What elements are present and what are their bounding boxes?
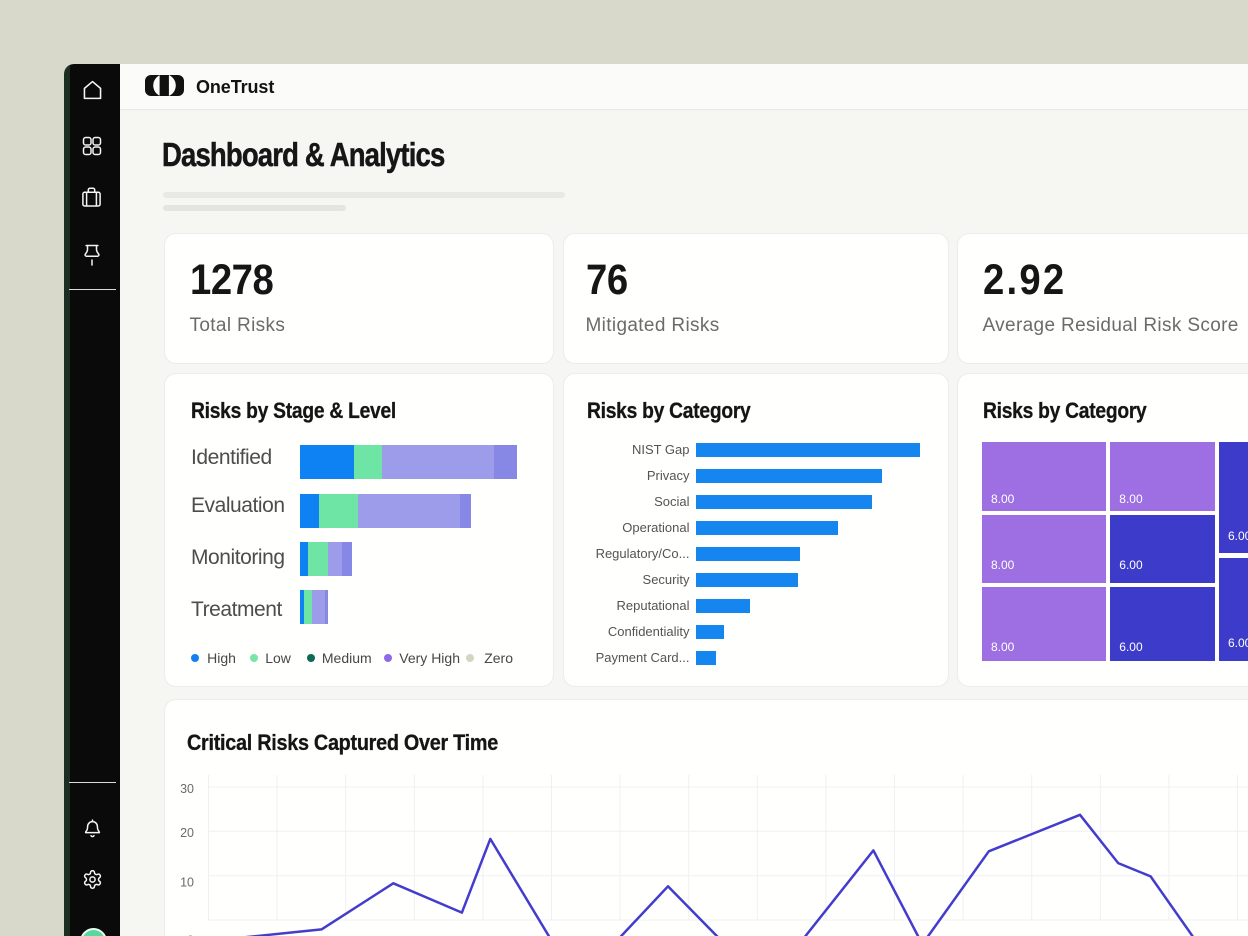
svg-text:10: 10 — [180, 876, 194, 890]
svg-text:20: 20 — [180, 826, 194, 840]
svg-text:30: 30 — [180, 782, 194, 796]
svg-text:0: 0 — [187, 934, 194, 936]
